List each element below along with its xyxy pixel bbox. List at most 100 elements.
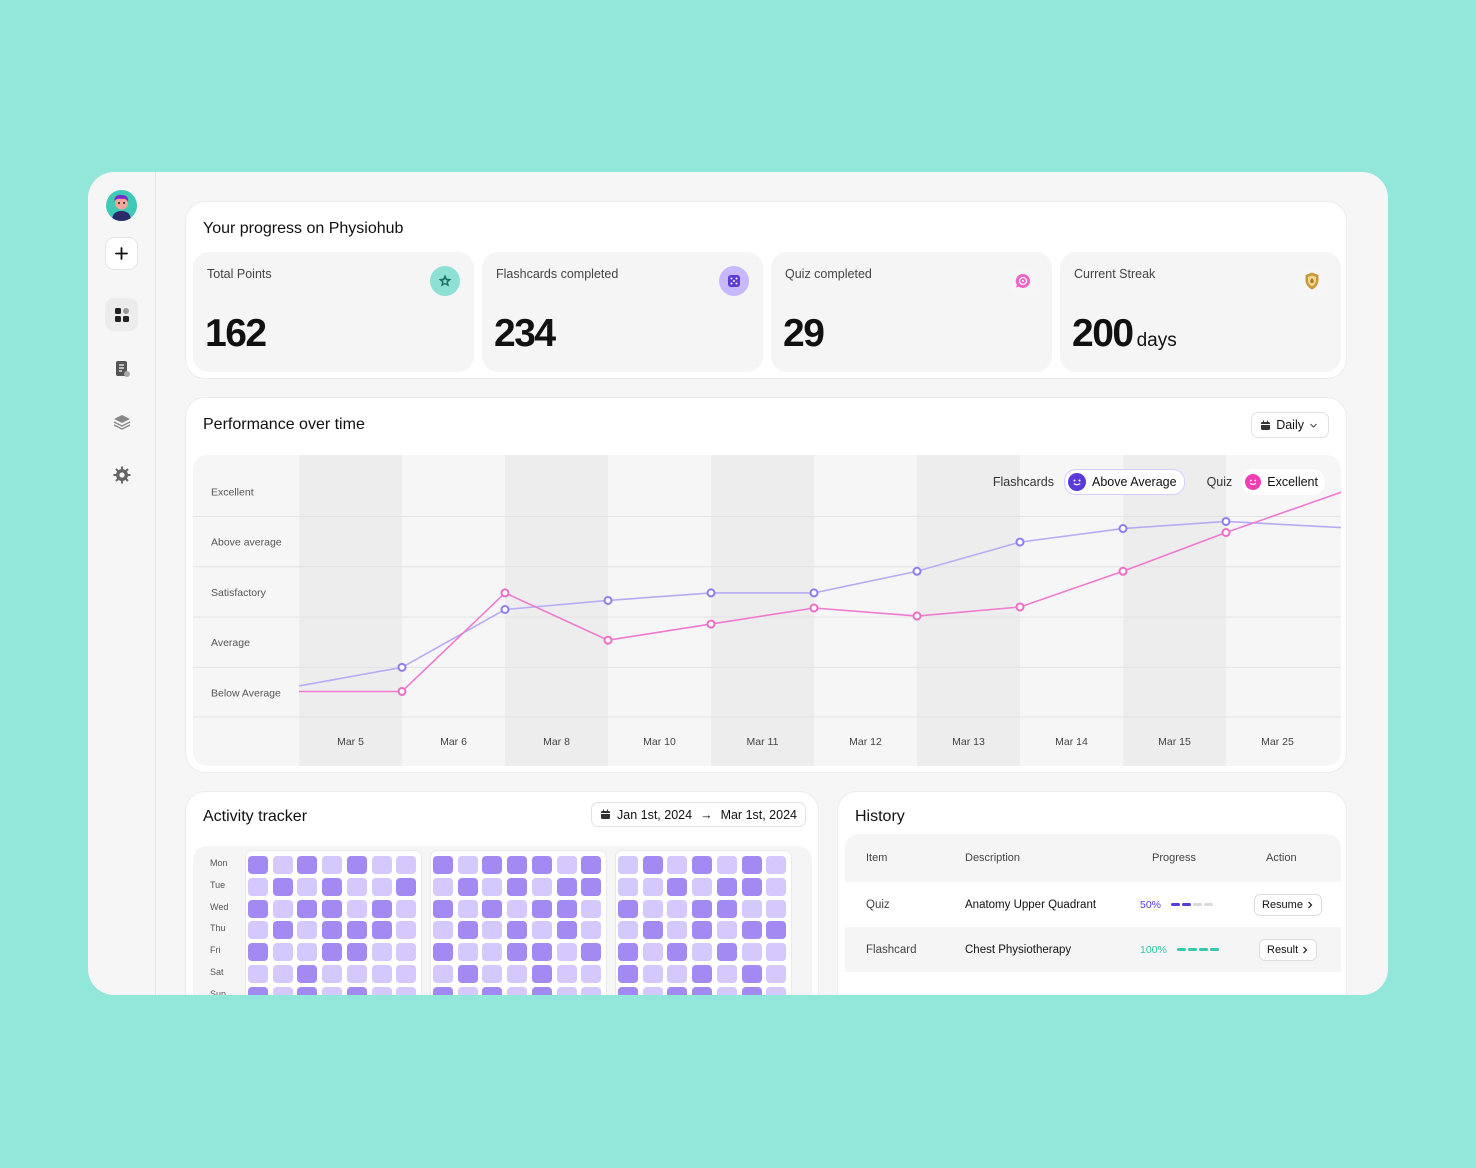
heatmap-cell[interactable] [248, 965, 268, 983]
heatmap-cell[interactable] [457, 965, 478, 983]
heatmap-cell[interactable] [396, 965, 417, 983]
heatmap-cell[interactable] [482, 877, 503, 896]
heatmap-cell[interactable] [556, 899, 577, 918]
heatmap-cell[interactable] [716, 877, 737, 896]
heatmap-cell[interactable] [396, 986, 417, 995]
heatmap-cell[interactable] [692, 899, 713, 918]
heatmap-cell[interactable] [433, 965, 453, 983]
heatmap-cell[interactable] [248, 943, 268, 962]
heatmap-cell[interactable] [741, 986, 762, 995]
heatmap-cell[interactable] [741, 965, 762, 983]
heatmap-cell[interactable] [396, 921, 417, 940]
heatmap-cell[interactable] [642, 921, 663, 940]
heatmap-cell[interactable] [322, 856, 343, 874]
heatmap-cell[interactable] [556, 986, 577, 995]
heatmap-cell[interactable] [457, 943, 478, 962]
heatmap-cell[interactable] [581, 965, 602, 983]
period-dropdown[interactable]: Daily [1251, 412, 1329, 438]
heatmap-cell[interactable] [692, 986, 713, 995]
heatmap-cell[interactable] [531, 986, 552, 995]
date-range-picker[interactable]: Jan 1st, 2024 → Mar 1st, 2024 [591, 802, 806, 827]
heatmap-cell[interactable] [482, 943, 503, 962]
heatmap-cell[interactable] [433, 986, 453, 995]
heatmap-cell[interactable] [297, 856, 318, 874]
heatmap-cell[interactable] [272, 943, 293, 962]
heatmap-cell[interactable] [716, 965, 737, 983]
heatmap-cell[interactable] [297, 943, 318, 962]
sidebar-item-documents[interactable] [105, 352, 138, 385]
heatmap-cell[interactable] [433, 899, 453, 918]
heatmap-cell[interactable] [371, 899, 392, 918]
heatmap-cell[interactable] [692, 877, 713, 896]
heatmap-cell[interactable] [507, 856, 528, 874]
heatmap-cell[interactable] [371, 856, 392, 874]
heatmap-cell[interactable] [642, 965, 663, 983]
heatmap-cell[interactable] [667, 986, 688, 995]
heatmap-cell[interactable] [346, 921, 367, 940]
heatmap-cell[interactable] [297, 986, 318, 995]
heatmap-cell[interactable] [272, 965, 293, 983]
heatmap-cell[interactable] [272, 856, 293, 874]
heatmap-cell[interactable] [346, 986, 367, 995]
heatmap-cell[interactable] [433, 877, 453, 896]
heatmap-cell[interactable] [531, 856, 552, 874]
heatmap-cell[interactable] [642, 877, 663, 896]
heatmap-cell[interactable] [766, 921, 787, 940]
heatmap-cell[interactable] [716, 986, 737, 995]
heatmap-cell[interactable] [346, 899, 367, 918]
heatmap-cell[interactable] [433, 943, 453, 962]
heatmap-cell[interactable] [322, 877, 343, 896]
heatmap-cell[interactable] [692, 921, 713, 940]
heatmap-cell[interactable] [766, 899, 787, 918]
heatmap-cell[interactable] [248, 877, 268, 896]
heatmap-cell[interactable] [618, 877, 638, 896]
heatmap-cell[interactable] [766, 965, 787, 983]
heatmap-cell[interactable] [371, 943, 392, 962]
heatmap-cell[interactable] [272, 899, 293, 918]
heatmap-cell[interactable] [618, 943, 638, 962]
heatmap-cell[interactable] [766, 877, 787, 896]
heatmap-cell[interactable] [272, 986, 293, 995]
heatmap-cell[interactable] [507, 899, 528, 918]
heatmap-cell[interactable] [346, 877, 367, 896]
heatmap-cell[interactable] [433, 856, 453, 874]
heatmap-cell[interactable] [482, 899, 503, 918]
heatmap-cell[interactable] [297, 965, 318, 983]
heatmap-cell[interactable] [507, 943, 528, 962]
heatmap-cell[interactable] [396, 877, 417, 896]
heatmap-cell[interactable] [716, 899, 737, 918]
heatmap-cell[interactable] [457, 986, 478, 995]
sidebar-item-layers[interactable] [105, 405, 138, 438]
heatmap-cell[interactable] [581, 943, 602, 962]
resume-button[interactable]: Resume [1254, 893, 1322, 916]
heatmap-cell[interactable] [507, 986, 528, 995]
heatmap-cell[interactable] [667, 943, 688, 962]
heatmap-cell[interactable] [322, 965, 343, 983]
heatmap-cell[interactable] [507, 921, 528, 940]
heatmap-cell[interactable] [248, 856, 268, 874]
heatmap-cell[interactable] [741, 899, 762, 918]
add-button[interactable] [105, 237, 138, 270]
heatmap-cell[interactable] [433, 921, 453, 940]
heatmap-cell[interactable] [581, 877, 602, 896]
heatmap-cell[interactable] [642, 986, 663, 995]
heatmap-cell[interactable] [766, 943, 787, 962]
heatmap-cell[interactable] [482, 965, 503, 983]
heatmap-cell[interactable] [507, 877, 528, 896]
heatmap-cell[interactable] [346, 943, 367, 962]
heatmap-cell[interactable] [297, 899, 318, 918]
heatmap-cell[interactable] [272, 877, 293, 896]
heatmap-cell[interactable] [371, 877, 392, 896]
heatmap-cell[interactable] [346, 965, 367, 983]
heatmap-cell[interactable] [248, 986, 268, 995]
heatmap-cell[interactable] [322, 986, 343, 995]
heatmap-cell[interactable] [457, 856, 478, 874]
heatmap-cell[interactable] [581, 986, 602, 995]
heatmap-cell[interactable] [346, 856, 367, 874]
heatmap-cell[interactable] [618, 965, 638, 983]
heatmap-cell[interactable] [507, 965, 528, 983]
heatmap-cell[interactable] [716, 856, 737, 874]
heatmap-cell[interactable] [581, 899, 602, 918]
heatmap-cell[interactable] [766, 856, 787, 874]
heatmap-cell[interactable] [531, 943, 552, 962]
